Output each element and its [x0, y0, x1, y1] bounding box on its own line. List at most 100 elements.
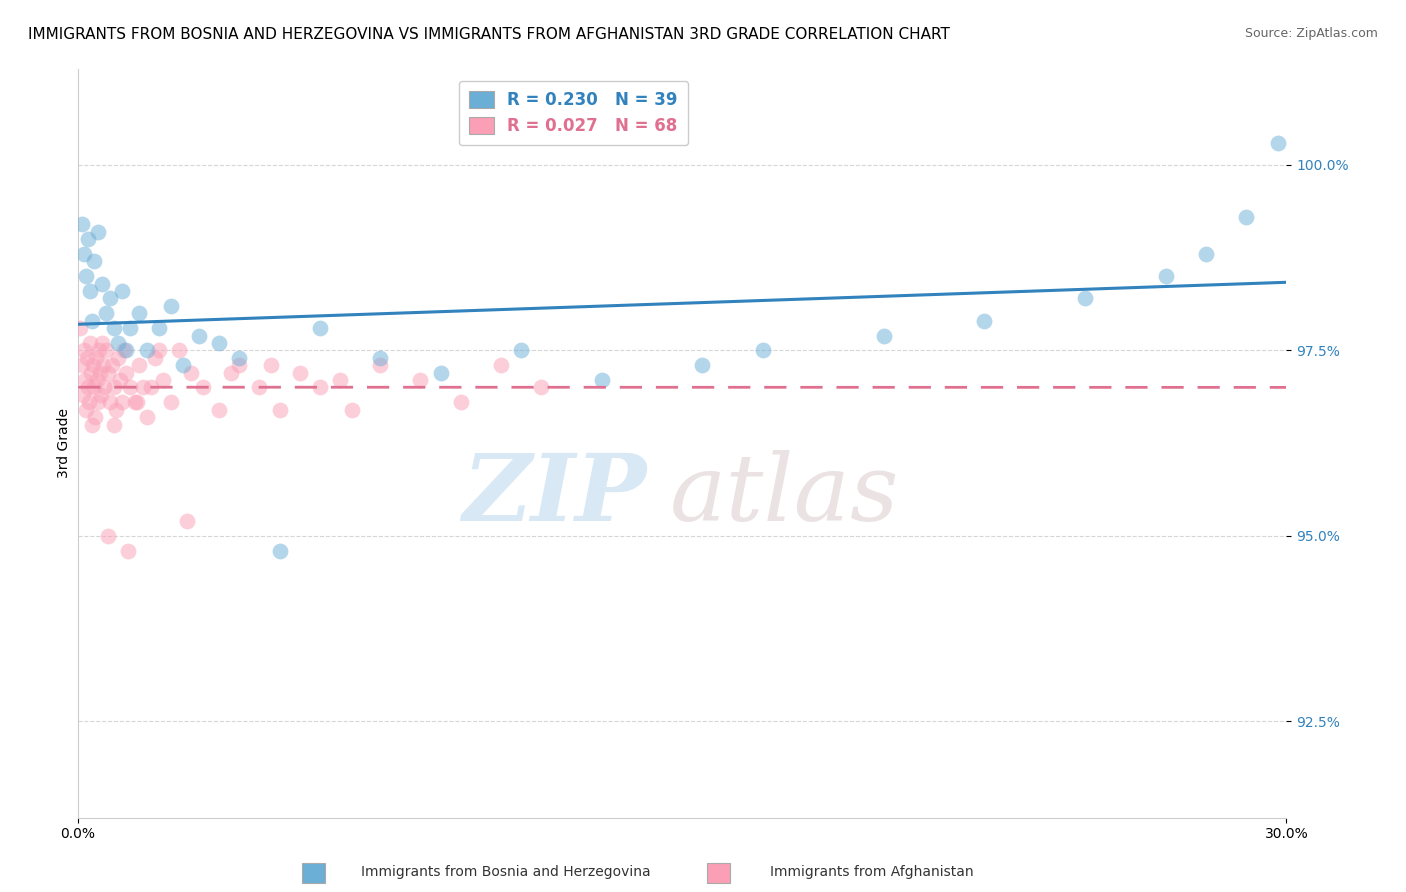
Text: ZIP: ZIP — [461, 450, 645, 541]
Point — [73, 343, 96, 358]
Point — [91, 358, 114, 372]
Point — [97, 366, 120, 380]
Point — [98, 292, 121, 306]
Point — [80, 366, 103, 380]
Text: IMMIGRANTS FROM BOSNIA AND HERZEGOVINA VS IMMIGRANTS FROM AFGHANISTAN 3RD GRADE : IMMIGRANTS FROM BOSNIA AND HERZEGOVINA V… — [28, 27, 950, 42]
Point — [115, 366, 138, 380]
Point — [489, 358, 512, 372]
Point — [114, 343, 136, 358]
Point — [98, 395, 121, 409]
Point — [752, 343, 775, 358]
Point — [111, 395, 134, 409]
Text: Immigrants from Bosnia and Herzegovina: Immigrants from Bosnia and Herzegovina — [361, 865, 651, 880]
Point — [124, 395, 146, 409]
Point — [75, 269, 97, 284]
Point — [89, 366, 111, 380]
Point — [228, 351, 250, 365]
Point — [159, 395, 181, 409]
Point — [125, 395, 148, 409]
Point — [247, 380, 270, 394]
Point — [101, 358, 124, 372]
Point — [340, 402, 363, 417]
Point — [77, 380, 100, 394]
Point — [308, 380, 330, 394]
Point — [107, 351, 129, 365]
Point — [70, 358, 93, 372]
Point — [128, 306, 150, 320]
Point — [1234, 210, 1257, 224]
Point — [135, 343, 157, 358]
Point — [172, 358, 194, 372]
Point — [409, 373, 432, 387]
Point — [191, 380, 214, 394]
Point — [219, 366, 242, 380]
Point — [115, 343, 138, 358]
Point — [87, 225, 110, 239]
Point — [76, 351, 98, 365]
Point — [159, 299, 181, 313]
Point — [91, 277, 114, 291]
Text: Immigrants from Afghanistan: Immigrants from Afghanistan — [770, 865, 973, 880]
Point — [97, 529, 120, 543]
Point — [329, 373, 352, 387]
Point — [73, 247, 96, 261]
Point — [107, 335, 129, 350]
Point — [91, 335, 114, 350]
Point — [308, 321, 330, 335]
Point — [973, 314, 995, 328]
Point — [117, 543, 139, 558]
Point — [87, 395, 110, 409]
Point — [75, 373, 97, 387]
Point — [188, 328, 211, 343]
Point — [143, 351, 166, 365]
Point — [591, 373, 613, 387]
Y-axis label: 3rd Grade: 3rd Grade — [58, 408, 72, 478]
Point — [110, 373, 132, 387]
Point — [128, 358, 150, 372]
Point — [692, 358, 714, 372]
Point — [82, 417, 104, 432]
Point — [120, 321, 142, 335]
Point — [429, 366, 451, 380]
Point — [79, 284, 101, 298]
Point — [1154, 269, 1177, 284]
Point — [72, 388, 94, 402]
Point — [96, 306, 118, 320]
Point — [368, 351, 391, 365]
Point — [75, 402, 97, 417]
Legend: R = 0.230   N = 39, R = 0.027   N = 68: R = 0.230 N = 39, R = 0.027 N = 68 — [460, 80, 688, 145]
Point — [103, 417, 125, 432]
Point — [82, 358, 104, 372]
Point — [111, 284, 134, 298]
Point — [1195, 247, 1218, 261]
Point — [1074, 292, 1097, 306]
Point — [83, 254, 105, 268]
Point — [139, 380, 162, 394]
Point — [269, 543, 291, 558]
Point — [260, 358, 283, 372]
Point — [77, 232, 100, 246]
Point — [79, 335, 101, 350]
Point — [70, 217, 93, 231]
Point — [152, 373, 174, 387]
Point — [450, 395, 472, 409]
Point — [148, 321, 170, 335]
Point — [530, 380, 553, 394]
Point — [873, 328, 896, 343]
Point — [208, 335, 231, 350]
Point — [180, 366, 202, 380]
Point — [1267, 136, 1289, 150]
Point — [167, 343, 190, 358]
Point — [84, 351, 107, 365]
Point — [90, 388, 112, 402]
Point — [288, 366, 311, 380]
Point — [79, 395, 101, 409]
Point — [510, 343, 533, 358]
Point — [105, 402, 128, 417]
Point — [83, 380, 105, 394]
Point — [148, 343, 170, 358]
Text: atlas: atlas — [671, 450, 900, 541]
Point — [176, 514, 198, 528]
Point — [208, 402, 231, 417]
Point — [86, 373, 108, 387]
